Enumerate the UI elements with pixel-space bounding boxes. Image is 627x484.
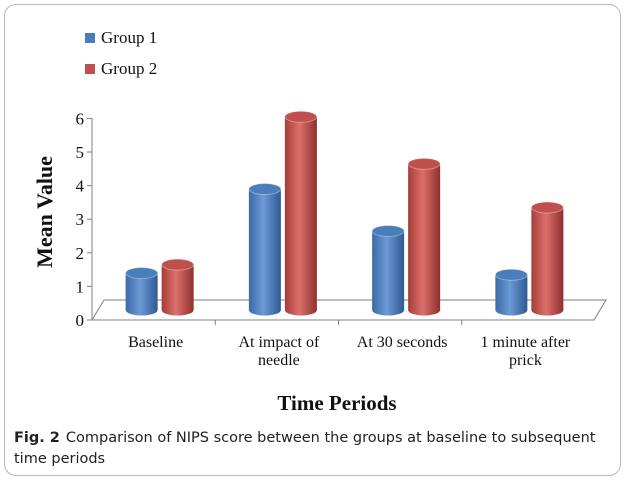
x-tick-label: prick [509,352,542,369]
y-tick-label: 0 [76,311,85,330]
bar-top [530,201,564,214]
legend-swatch-2 [85,64,95,74]
y-tick-label: 3 [76,210,85,229]
bar-top [407,157,441,170]
legend: Group 1 Group 2 [85,28,157,78]
bar-2-2 [284,110,318,316]
bar-top [161,258,195,271]
bar-body [161,264,194,316]
x-tick-label: Baseline [128,334,183,351]
legend-label-1: Group 1 [101,28,157,47]
bar-top [125,267,159,280]
y-tick-label: 4 [76,177,85,196]
bar-top [248,183,282,196]
bar-body [125,273,158,316]
x-tick-label: At 30 seconds [357,334,448,351]
x-tick-label: 1 minute after [481,334,571,351]
x-tick-label: needle [258,352,300,369]
bar-1-3 [371,225,405,316]
y-tick-label: 2 [76,244,85,263]
chart: Group 1 Group 2 0 1 2 3 4 5 6 Baseline At impact… [32,28,607,415]
bar-top [284,110,318,123]
bar-body [248,189,281,316]
x-tick-label: At impact of [238,334,320,351]
figure-caption: Fig. 2 Comparison of NIPS score between t… [14,428,604,470]
y-tick-label: 5 [76,143,85,162]
bar-top [494,268,528,281]
bar-2-4 [530,201,564,316]
caption-label: Fig. 2 [14,430,60,446]
y-axis: 0 1 2 3 4 5 6 [76,109,594,330]
legend-swatch-1 [85,33,95,43]
y-tick-label: 1 [76,277,85,296]
bar-body [531,207,564,316]
bar-1-1 [125,267,159,316]
y-axis-label: Mean Value [32,156,57,268]
y-tick-label: 6 [76,109,85,128]
bars [125,110,564,316]
bar-body [372,231,405,316]
x-axis-label: Time Periods [277,391,396,415]
bar-2-3 [407,157,441,316]
bar-2-1 [161,258,195,316]
caption-text: Comparison of NIPS score between the gro… [14,430,596,467]
bar-top [371,225,405,238]
bar-1-4 [494,268,528,316]
legend-label-2: Group 2 [101,59,157,78]
bar-body [408,163,441,316]
bar-1-2 [248,183,282,316]
bar-body [284,116,317,316]
bar-body [495,274,528,316]
